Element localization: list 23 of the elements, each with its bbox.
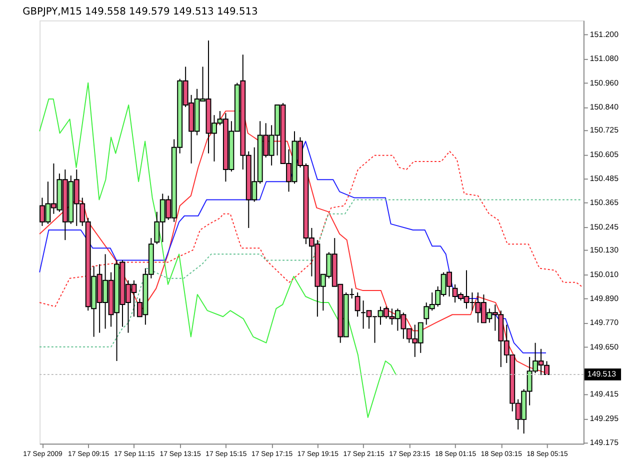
y-tick-label: 149.415 (590, 390, 620, 399)
y-tick-label: 151.080 (590, 54, 620, 64)
y-tick-label: 150.485 (590, 174, 620, 184)
y-tick-label: 150.130 (590, 246, 620, 255)
y-tick-label: 150.010 (590, 270, 620, 279)
y-tick-label: 150.605 (590, 150, 620, 159)
y-tick-label: 149.175 (590, 438, 620, 448)
y-tick-label: 149.295 (590, 414, 620, 423)
y-tick-label: 150.960 (590, 78, 620, 88)
line-series (39, 140, 546, 354)
y-tick-label: 150.725 (590, 126, 620, 135)
y-tick-label: 149.770 (590, 318, 620, 328)
y-tick-label: 150.840 (590, 102, 620, 112)
line-series (39, 82, 397, 418)
ref-line-label: 149.513 (587, 369, 617, 378)
y-tick-label: 151.200 (590, 30, 620, 39)
y-tick-label: 149.650 (590, 342, 620, 352)
y-tick-label: 149.890 (590, 294, 620, 303)
candlestick (354, 292, 360, 318)
line-series (39, 199, 582, 348)
y-tick-label: 150.365 (590, 198, 620, 208)
chart-title: GBPJPY,M15 149.558 149.579 149.513 149.513 (22, 6, 258, 18)
y-tick-label: 150.245 (590, 222, 620, 232)
